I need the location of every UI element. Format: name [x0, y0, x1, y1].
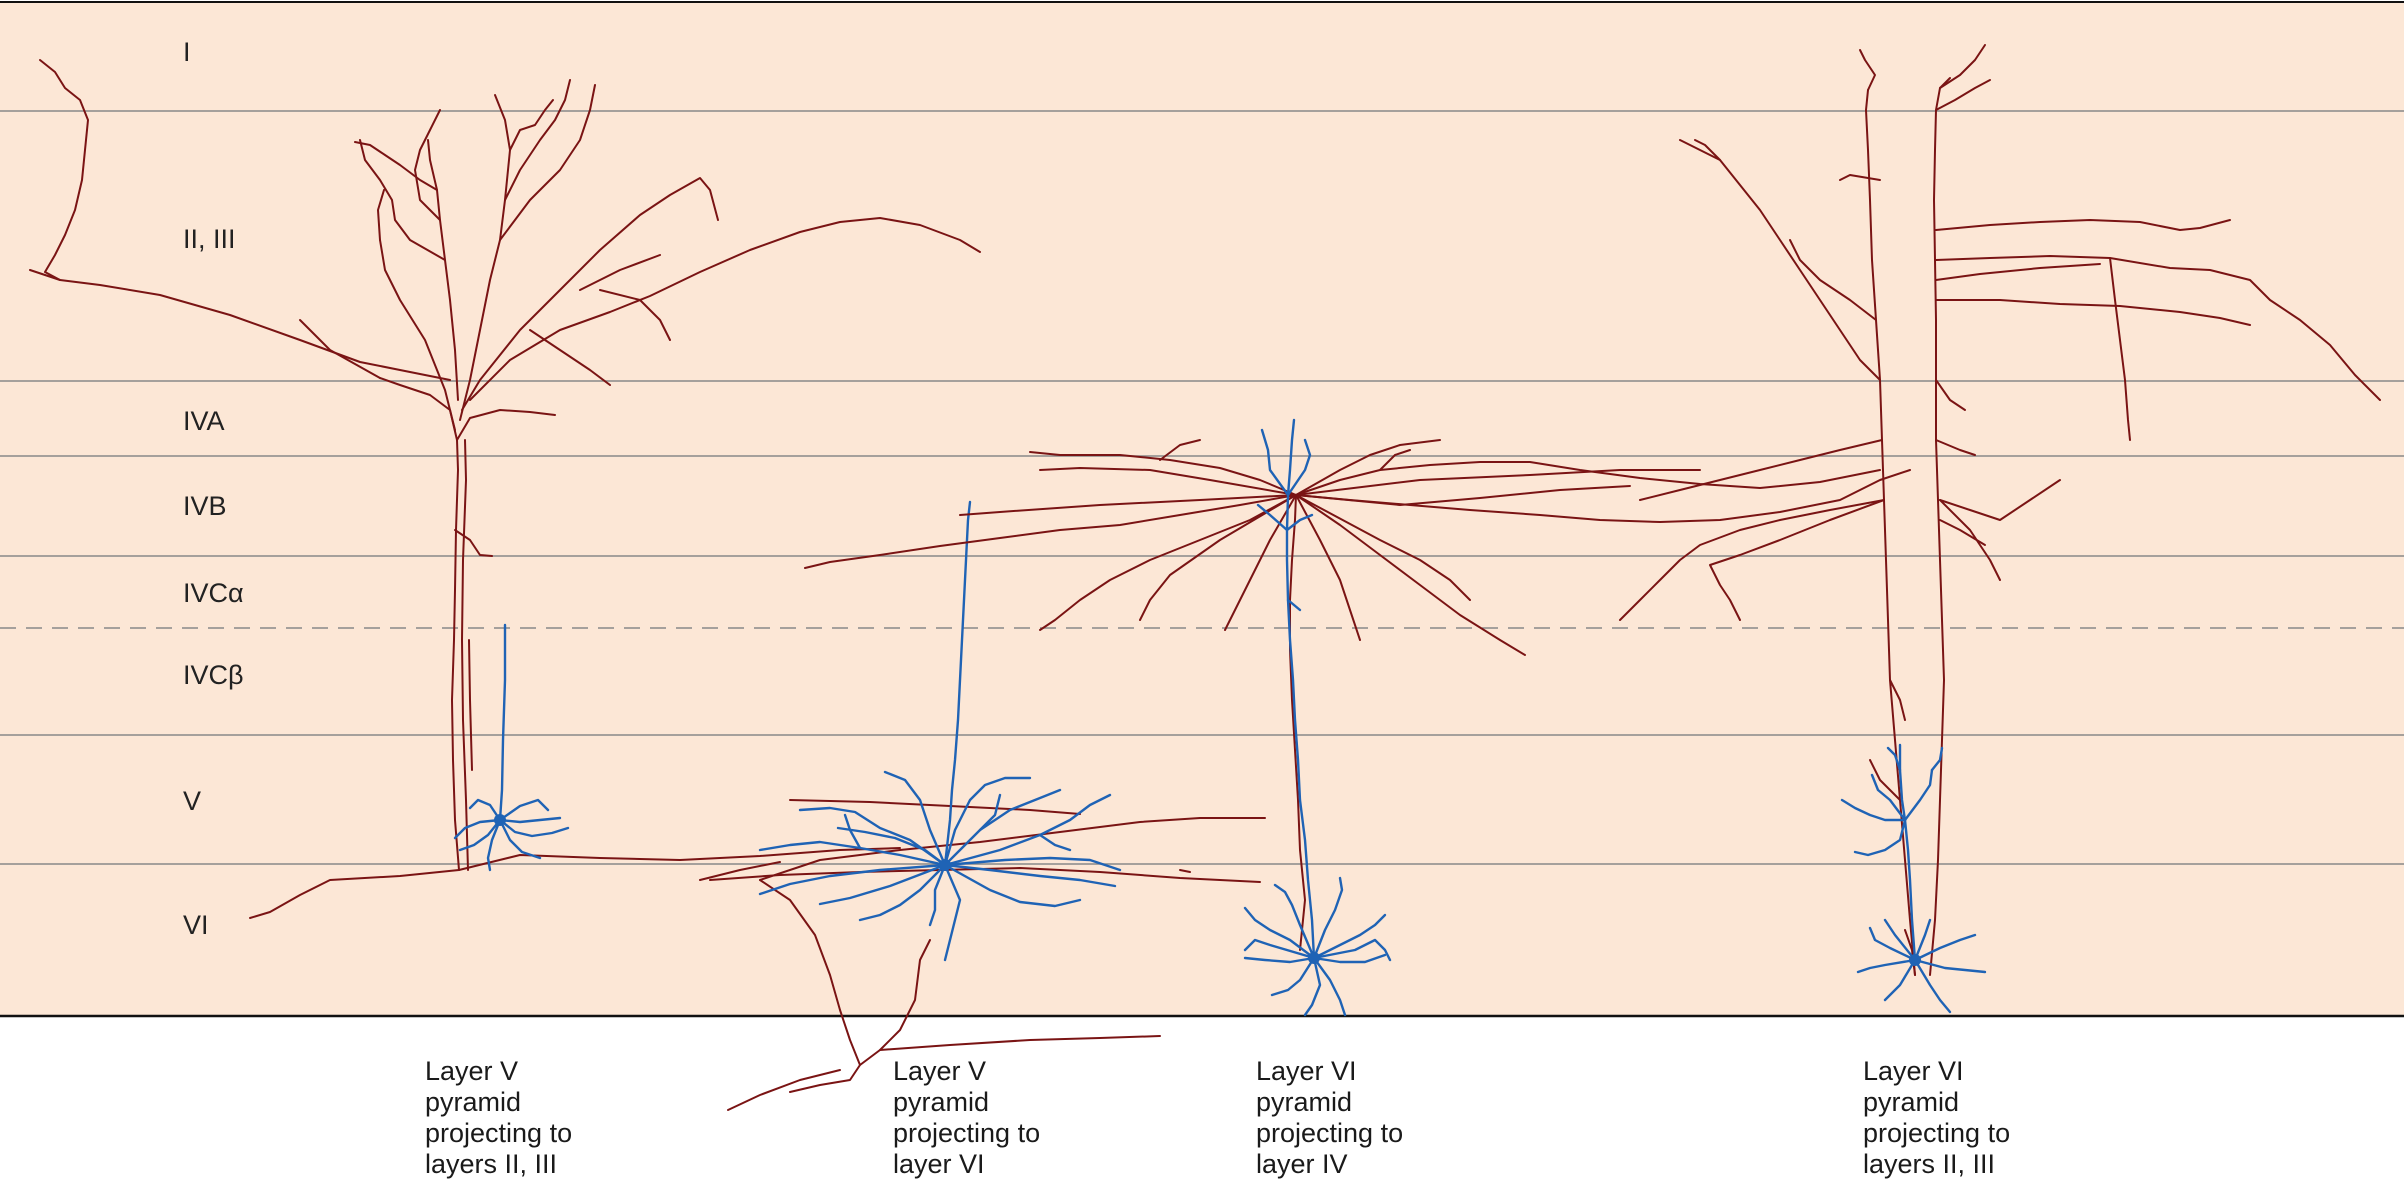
layer-label-VI: VI: [183, 910, 209, 940]
layer-labels: I II, III IVA IVB IVCα IVCβ V VI: [183, 37, 244, 940]
neuron-4-axon: [1619, 44, 2381, 976]
caption-neuron-4: Layer VI pyramid projecting to layers II…: [1863, 1056, 2011, 1179]
caption-neuron-1: Layer V pyramid projecting to layers II,…: [425, 1056, 573, 1179]
layer-label-II-III: II, III: [183, 224, 236, 254]
layer-label-V: V: [183, 786, 201, 816]
neuron-1-dendrites: [453, 623, 570, 872]
neuron-3-dendrites: [1243, 418, 1392, 1017]
neuron-3-axon: [804, 439, 1911, 951]
neuron-4: [1619, 44, 2381, 1014]
neuron-4-dendrites: [1840, 743, 1987, 1014]
layer-label-IVB: IVB: [183, 491, 227, 521]
soma-neuron-2: [939, 859, 951, 871]
layer-label-I: I: [183, 37, 191, 67]
layer-label-IVCa: IVCα: [183, 578, 244, 608]
caption-neuron-2: Layer V pyramid projecting to layer VI: [893, 1056, 1041, 1179]
caption-neuron-3: Layer VI pyramid projecting to layer IV: [1256, 1056, 1404, 1179]
neuron-1: [29, 59, 981, 919]
soma-neuron-3: [1308, 952, 1320, 964]
neuron-2: [699, 500, 1266, 1111]
layer-label-IVA: IVA: [183, 406, 225, 436]
neuron-2-dendrites: [758, 500, 1122, 962]
soma-neuron-4: [1909, 954, 1921, 966]
cortex-background: [0, 2, 2404, 1016]
neuron-3: [804, 418, 1911, 1017]
neuron-2-axon: [699, 799, 1266, 1111]
layer-label-IVCb: IVCβ: [183, 660, 244, 690]
neuron-1-axon: [29, 59, 981, 919]
soma-neuron-1: [494, 814, 506, 826]
layer-boundaries: [0, 1, 2404, 1018]
